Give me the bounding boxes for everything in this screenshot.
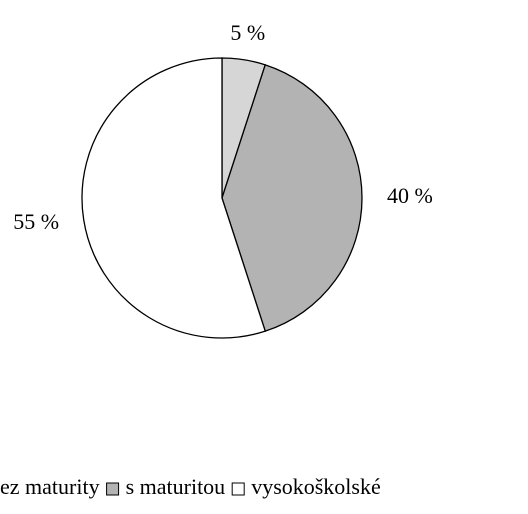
data-label: 5 % — [230, 20, 265, 45]
legend-swatch — [106, 482, 120, 496]
legend-label: ez maturity — [0, 474, 100, 499]
data-label: 40 % — [387, 183, 433, 208]
data-label: 55 % — [13, 209, 59, 234]
legend-label: s maturitou — [126, 474, 226, 499]
legend-label: vysokoškolské — [251, 474, 381, 499]
pie-slice — [221, 64, 363, 332]
pie-slice — [81, 57, 267, 339]
legend-swatch — [231, 482, 245, 496]
